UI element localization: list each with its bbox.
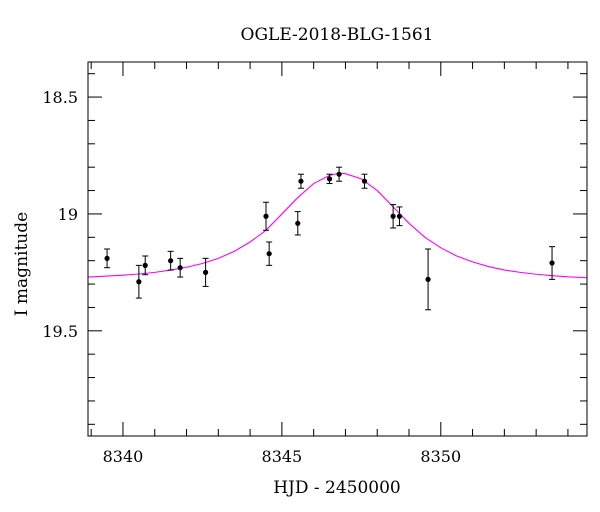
x-tick-label: 8350 [420, 447, 461, 466]
y-tick-labels: 18.5 19 19.5 [42, 88, 78, 341]
data-point [262, 201, 269, 231]
point-marker [263, 213, 269, 219]
data-point [142, 255, 149, 276]
data-point [177, 257, 184, 278]
model-curve [87, 172, 588, 279]
data-point [202, 257, 209, 287]
point-marker [396, 213, 403, 219]
data-point [361, 173, 368, 189]
chart-title: OGLE-2018-BLG-1561 [241, 25, 434, 45]
point-marker [336, 171, 342, 177]
data-point [266, 241, 273, 266]
point-marker [104, 255, 110, 261]
data-point [294, 211, 301, 236]
data-point [167, 250, 174, 271]
point-marker [361, 178, 368, 184]
point-marker [266, 251, 272, 257]
x-axis-label: HJD - 2450000 [273, 478, 401, 498]
x-tick-label: 8340 [103, 447, 144, 466]
data-point [135, 264, 142, 299]
y-tick-label: 19.5 [42, 322, 78, 341]
point-marker [326, 176, 333, 182]
x-tick-labels: 8340 8345 8350 [103, 447, 462, 466]
data-point [297, 173, 304, 189]
point-marker [298, 178, 304, 184]
data-point [425, 248, 432, 311]
point-marker [295, 220, 301, 226]
point-marker [425, 276, 431, 282]
data-point [326, 173, 333, 185]
y-tick-label: 19 [58, 205, 78, 224]
data-point [336, 166, 343, 182]
plot-frame [87, 61, 588, 437]
y-axis-label: I magnitude [12, 212, 32, 316]
point-marker [549, 260, 555, 266]
y-tick-label: 18.5 [42, 88, 78, 107]
data-point [104, 248, 111, 269]
point-marker [142, 262, 148, 268]
point-marker [136, 279, 142, 285]
data-point [396, 206, 403, 227]
ticks [88, 62, 587, 436]
x-tick-label: 8345 [262, 447, 303, 466]
data-point [549, 246, 556, 280]
point-marker [390, 213, 396, 219]
point-marker [202, 269, 209, 275]
data-points [104, 166, 556, 311]
point-marker [177, 265, 183, 271]
point-marker [168, 258, 174, 264]
data-point [390, 204, 397, 229]
